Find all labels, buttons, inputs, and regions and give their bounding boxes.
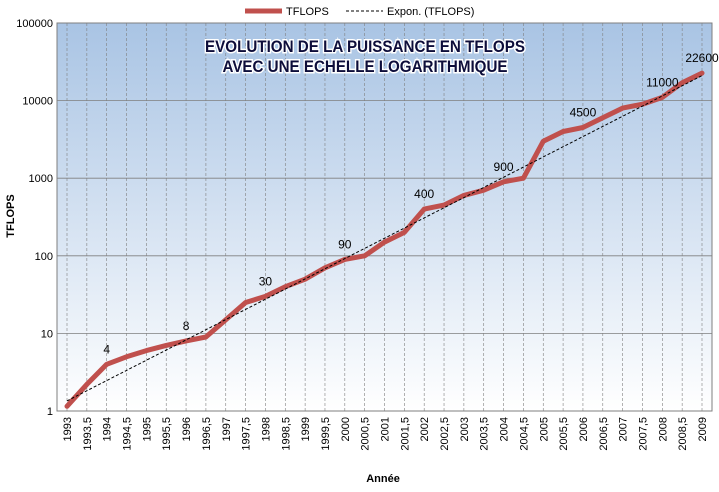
y-axis-title: TFLOPS — [5, 194, 17, 237]
chart-title-line2: AVEC UNE ECHELLE LOGARITHMIQUE — [223, 57, 508, 76]
x-tick-label: 2001,5 — [399, 417, 411, 451]
y-tick-label: 10 — [41, 328, 53, 340]
plot-area — [56, 22, 713, 412]
series-line-expon-trend — [66, 75, 703, 402]
x-tick-label: 2008,5 — [677, 417, 689, 451]
x-tick-label: 2000,5 — [360, 417, 372, 451]
x-tick-label: 2002 — [419, 417, 431, 441]
data-label: 4500 — [570, 106, 597, 120]
x-tick-label: 2006,5 — [598, 417, 610, 451]
x-tick-label: 1995,5 — [161, 417, 173, 451]
chart-title-line1: EVOLUTION DE LA PUISSANCE EN TFLOPS — [205, 37, 525, 56]
x-tick-label: 1996,5 — [201, 417, 213, 451]
y-tick-label: 10000 — [22, 96, 53, 108]
x-tick-label: 2008 — [657, 417, 669, 441]
y-tick-label: 100 — [35, 251, 53, 263]
x-tick-label: 2007,5 — [637, 417, 649, 451]
x-tick-label: 1997 — [221, 417, 233, 441]
data-label: 4 — [103, 342, 110, 356]
data-label: 400 — [414, 187, 434, 201]
y-tick-label: 1000 — [29, 173, 53, 185]
data-label: 11000 — [646, 75, 679, 89]
x-tick-label: 1994,5 — [122, 417, 134, 451]
x-tick-label: 1994 — [102, 417, 114, 441]
legend-label-expon: Expon. (TFLOPS) — [387, 6, 474, 18]
data-labels: 4 8 30 90 400 900 4500 11000 22600 — [103, 51, 719, 356]
x-tick-label: 2009 — [697, 417, 709, 441]
series-layer — [64, 70, 705, 409]
y-axis-ticks: 1 10 100 1000 10000 100000 — [16, 18, 53, 418]
x-tick-label: 2004,5 — [518, 417, 530, 451]
x-tick-label: 1999 — [300, 417, 312, 441]
x-tick-label: 2005,5 — [558, 417, 570, 451]
data-label: 90 — [338, 237, 352, 251]
data-label: 900 — [494, 160, 514, 174]
legend-label-tflops: TFLOPS — [286, 6, 329, 18]
legend: TFLOPS Expon. (TFLOPS) — [245, 6, 474, 18]
x-tick-label: 1999,5 — [320, 417, 332, 451]
data-label: 30 — [259, 274, 273, 288]
data-label: 8 — [183, 319, 190, 333]
data-label: 22600 — [685, 51, 719, 65]
x-tick-label: 2001 — [380, 417, 392, 441]
x-tick-label: 1997,5 — [241, 417, 253, 451]
x-tick-label: 1998 — [260, 417, 272, 441]
x-axis-title: Année — [366, 473, 400, 485]
x-axis-ticks: 1993 1993,5 1994 1994,5 1995 1995,5 1996 1996,5… — [62, 417, 709, 451]
x-tick-label: 2007 — [618, 417, 630, 441]
x-tick-label: 2003 — [459, 417, 471, 441]
y-tick-label: 100000 — [16, 18, 53, 30]
x-tick-label: 1998,5 — [280, 417, 292, 451]
series-line-tflops — [64, 70, 705, 409]
y-tick-label: 1 — [47, 406, 53, 418]
x-tick-label: 1993,5 — [82, 417, 94, 451]
x-tick-label: 2006 — [578, 417, 590, 441]
x-tick-label: 2002,5 — [439, 417, 451, 451]
x-tick-label: 1996 — [181, 417, 193, 441]
x-tick-label: 1995 — [141, 417, 153, 441]
x-tick-label: 1993 — [62, 417, 74, 441]
x-tick-label: 2000 — [340, 417, 352, 441]
x-tick-label: 2004 — [499, 417, 511, 441]
x-tick-label: 2003,5 — [479, 417, 491, 451]
x-tick-label: 2005 — [538, 417, 550, 441]
horizontal-gridlines — [57, 22, 712, 412]
